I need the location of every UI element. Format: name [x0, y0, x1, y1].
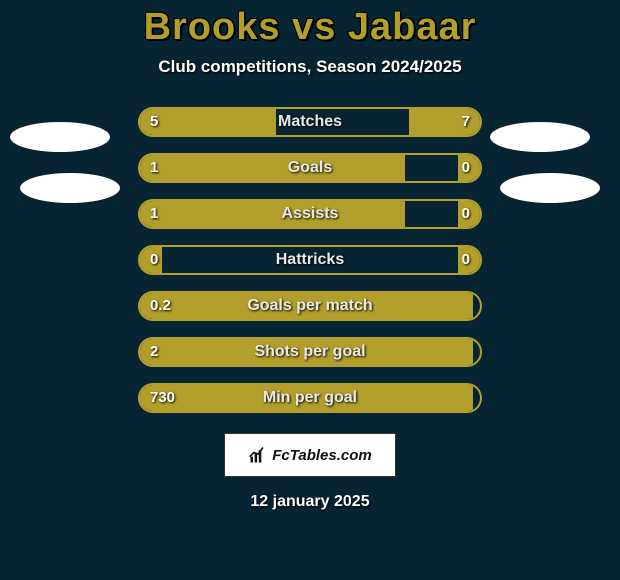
bar-track: [138, 337, 482, 367]
page-title: Brooks vs Jabaar: [0, 0, 620, 49]
bar-track: [138, 153, 482, 183]
chart-icon: [248, 445, 268, 465]
bar-right-fill: [409, 109, 480, 135]
stat-row: Assists10: [0, 199, 620, 229]
stat-row: Min per goal730: [0, 383, 620, 413]
bar-track: [138, 107, 482, 137]
bar-left-fill: [140, 385, 473, 411]
bar-track: [138, 291, 482, 321]
bar-right-fill: [458, 155, 480, 181]
logo-text: FcTables.com: [272, 447, 371, 464]
stat-row: Shots per goal2: [0, 337, 620, 367]
bar-left-fill: [140, 247, 162, 273]
stat-row: Goals per match0.2: [0, 291, 620, 321]
decorative-oval: [490, 122, 590, 152]
bar-left-fill: [140, 339, 473, 365]
decorative-oval: [500, 173, 600, 203]
bar-track: [138, 199, 482, 229]
stats-bars-area: Matches57Goals10Assists10Hattricks00Goal…: [0, 107, 620, 413]
stat-row: Hattricks00: [0, 245, 620, 275]
logo-box[interactable]: FcTables.com: [224, 433, 396, 477]
bar-right-fill: [458, 247, 480, 273]
bar-left-fill: [140, 293, 473, 319]
decorative-oval: [20, 173, 120, 203]
bar-left-fill: [140, 109, 276, 135]
bar-left-fill: [140, 155, 405, 181]
page-subtitle: Club competitions, Season 2024/2025: [0, 57, 620, 77]
date-text: 12 january 2025: [0, 493, 620, 511]
bar-track: [138, 245, 482, 275]
bar-right-fill: [458, 201, 480, 227]
decorative-oval: [10, 122, 110, 152]
bar-left-fill: [140, 201, 405, 227]
bar-track: [138, 383, 482, 413]
